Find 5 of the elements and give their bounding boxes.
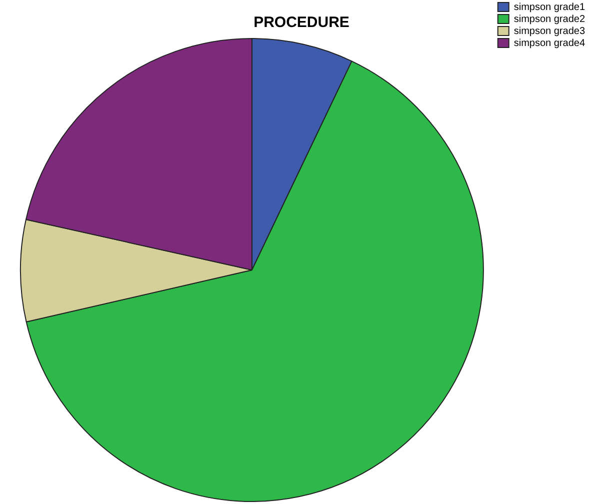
legend-label: simpson grade4 xyxy=(514,38,586,49)
legend-label: simpson grade3 xyxy=(514,26,586,37)
text: PROCEDURE xyxy=(254,14,350,32)
legend-label: simpson grade2 xyxy=(514,14,586,25)
legend-label: simpson grade1 xyxy=(514,2,586,13)
